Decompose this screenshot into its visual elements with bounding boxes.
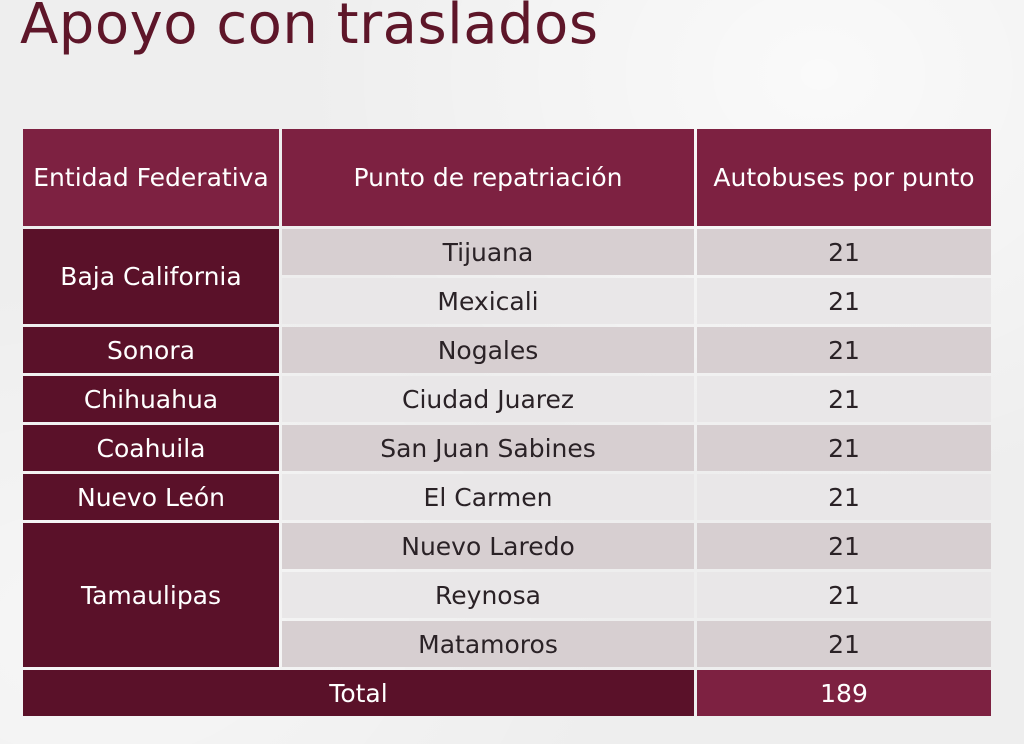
- point-cell: Ciudad Juarez: [282, 376, 694, 422]
- buses-cell: 21: [697, 523, 991, 569]
- table-row: Coahuila San Juan Sabines 21: [23, 425, 991, 471]
- entity-cell: Sonora: [23, 327, 279, 373]
- header-entidad: Entidad Federativa: [23, 129, 279, 226]
- buses-cell: 21: [697, 229, 991, 275]
- table-row: Reynosa 21: [23, 572, 991, 618]
- table-header-row: Entidad Federativa Punto de repatriación…: [23, 129, 991, 226]
- point-cell: Tijuana: [282, 229, 694, 275]
- buses-cell: 21: [697, 327, 991, 373]
- table-row: Nuevo León El Carmen 21: [23, 474, 991, 520]
- page-title: Apoyo con traslados: [20, 0, 599, 57]
- point-cell: San Juan Sabines: [282, 425, 694, 471]
- point-cell: Matamoros: [282, 621, 694, 667]
- entity-cell: Chihuahua: [23, 376, 279, 422]
- buses-cell: 21: [697, 621, 991, 667]
- header-punto: Punto de repatriación: [282, 129, 694, 226]
- entity-cell: Nuevo León: [23, 474, 279, 520]
- point-cell: Reynosa: [282, 572, 694, 618]
- buses-cell: 21: [697, 474, 991, 520]
- table-row: Mexicali 21: [23, 278, 991, 324]
- entity-cell: Tamaulipas: [23, 523, 279, 667]
- transfers-table-container: Entidad Federativa Punto de repatriación…: [20, 126, 991, 719]
- point-cell: Mexicali: [282, 278, 694, 324]
- buses-cell: 21: [697, 278, 991, 324]
- transfers-table: Entidad Federativa Punto de repatriación…: [20, 126, 994, 719]
- table-row: Sonora Nogales 21: [23, 327, 991, 373]
- buses-cell: 21: [697, 376, 991, 422]
- total-label: Total: [23, 670, 694, 716]
- point-cell: Nogales: [282, 327, 694, 373]
- buses-cell: 21: [697, 425, 991, 471]
- table-row: Matamoros 21: [23, 621, 991, 667]
- table-row: Tamaulipas Nuevo Laredo 21: [23, 523, 991, 667]
- entity-cell: Coahuila: [23, 425, 279, 471]
- table-row: Baja California Tijuana 21: [23, 229, 991, 324]
- total-value: 189: [697, 670, 991, 716]
- total-row: Total 189: [23, 670, 991, 716]
- point-cell: Nuevo Laredo: [282, 523, 694, 569]
- buses-cell: 21: [697, 572, 991, 618]
- header-autobuses: Autobuses por punto: [697, 129, 991, 226]
- entity-cell: Baja California: [23, 229, 279, 324]
- point-cell: El Carmen: [282, 474, 694, 520]
- table-row: Chihuahua Ciudad Juarez 21: [23, 376, 991, 422]
